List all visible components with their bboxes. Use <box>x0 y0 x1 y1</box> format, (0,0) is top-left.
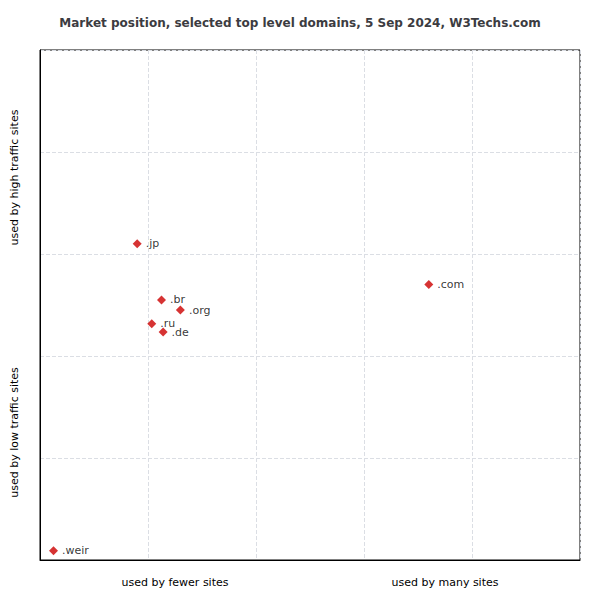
svg-text:used by many sites: used by many sites <box>392 576 499 589</box>
svg-text:.org: .org <box>189 304 211 317</box>
svg-text:.jp: .jp <box>146 237 160 250</box>
svg-text:.de: .de <box>172 326 189 339</box>
svg-text:used by high traffic sites: used by high traffic sites <box>8 109 21 245</box>
svg-text:used by low traffic sites: used by low traffic sites <box>8 367 21 498</box>
svg-text:Market position, selected top: Market position, selected top level doma… <box>59 16 540 30</box>
svg-text:.weir: .weir <box>62 544 89 557</box>
svg-text:used by fewer sites: used by fewer sites <box>122 576 229 589</box>
svg-text:.com: .com <box>437 278 464 291</box>
svg-text:.ru: .ru <box>160 317 176 331</box>
svg-text:.br: .br <box>170 293 185 306</box>
